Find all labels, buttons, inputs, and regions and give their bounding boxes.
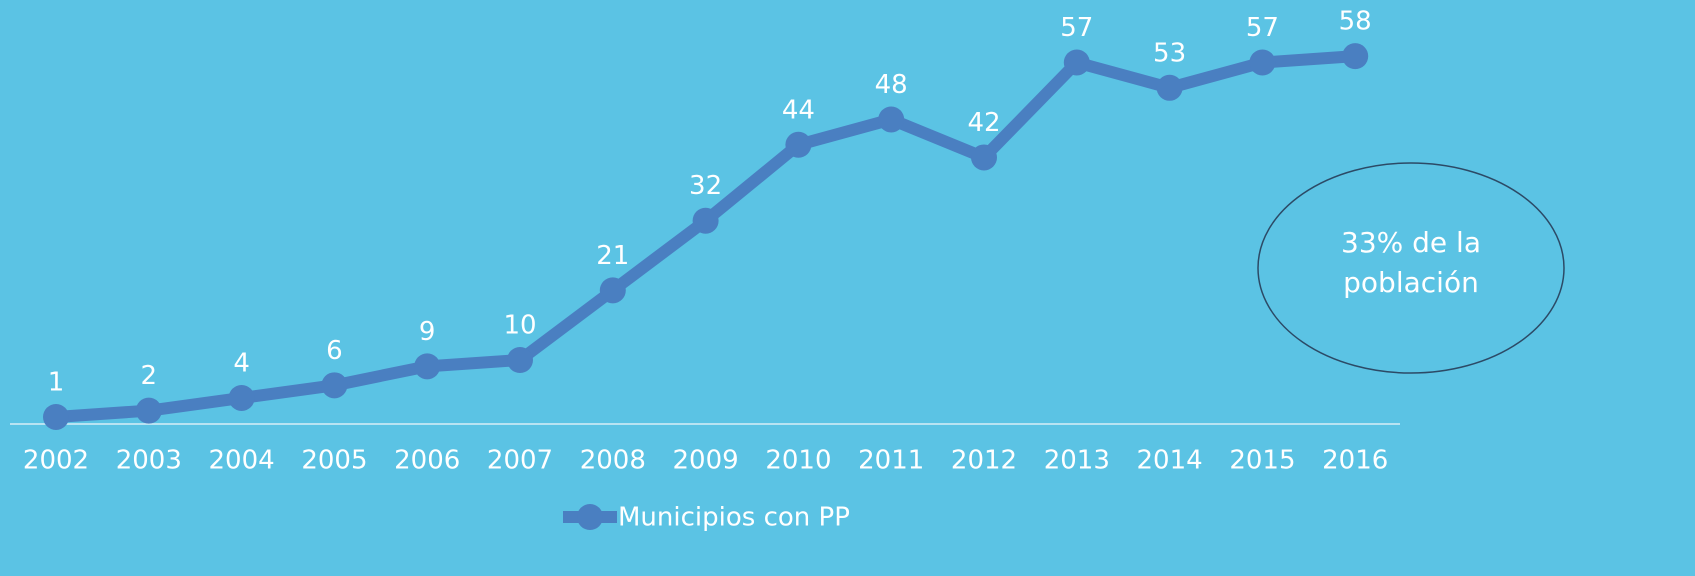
x-tick-label: 2011 bbox=[858, 446, 924, 476]
data-label: 2 bbox=[141, 361, 158, 391]
data-label: 57 bbox=[1060, 13, 1093, 43]
marker bbox=[878, 106, 905, 133]
x-tick-label: 2005 bbox=[301, 446, 367, 476]
data-label: 44 bbox=[782, 95, 815, 125]
marker bbox=[507, 347, 533, 373]
data-label: 58 bbox=[1339, 7, 1372, 37]
data-label: 42 bbox=[967, 108, 1000, 138]
x-tick-label: 2012 bbox=[951, 446, 1017, 476]
marker bbox=[599, 277, 626, 304]
x-tick-label: 2009 bbox=[673, 446, 739, 476]
marker bbox=[1249, 49, 1276, 76]
marker bbox=[1063, 49, 1090, 76]
marker bbox=[785, 131, 812, 158]
data-label: 21 bbox=[596, 241, 629, 271]
marker bbox=[692, 207, 719, 234]
data-label: 9 bbox=[419, 317, 436, 347]
marker bbox=[971, 144, 997, 171]
data-label: 4 bbox=[233, 348, 250, 378]
x-tick-label: 2014 bbox=[1137, 446, 1203, 476]
annotation-ellipse bbox=[1257, 162, 1565, 374]
marker bbox=[1156, 74, 1183, 101]
data-label: 10 bbox=[503, 311, 536, 341]
x-tick-label: 2004 bbox=[209, 446, 275, 476]
legend-label: Municipios con PP bbox=[618, 503, 850, 533]
series-line bbox=[55, 50, 1356, 423]
annotation: 33% de la población bbox=[1341, 226, 1481, 299]
data-label: 48 bbox=[875, 70, 908, 100]
x-tick-label: 2016 bbox=[1322, 446, 1388, 476]
marker bbox=[43, 403, 69, 430]
data-label: 53 bbox=[1153, 38, 1186, 68]
marker bbox=[321, 372, 348, 399]
data-label: 32 bbox=[689, 171, 722, 201]
marker bbox=[414, 353, 441, 380]
x-tick-label: 2008 bbox=[580, 446, 646, 476]
x-tick-label: 2010 bbox=[765, 446, 831, 476]
legend-marker bbox=[577, 504, 603, 530]
data-label: 57 bbox=[1246, 13, 1279, 43]
data-label: 6 bbox=[326, 336, 343, 366]
x-tick-label: 2007 bbox=[487, 446, 553, 476]
data-label: 1 bbox=[48, 367, 65, 397]
marker bbox=[1342, 43, 1369, 70]
marker bbox=[135, 397, 162, 424]
x-tick-label: 2015 bbox=[1229, 446, 1295, 476]
x-tick-label: 2003 bbox=[116, 446, 182, 476]
x-tick-label: 2006 bbox=[394, 446, 460, 476]
x-tick-label: 2002 bbox=[23, 446, 89, 476]
x-tick-label: 2013 bbox=[1044, 446, 1110, 476]
marker bbox=[228, 384, 255, 411]
